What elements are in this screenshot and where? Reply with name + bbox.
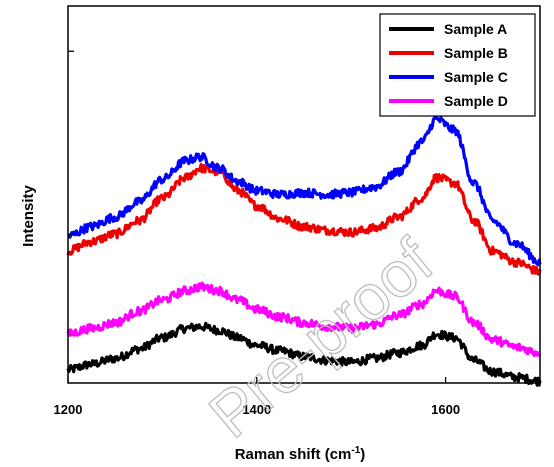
x-tick-label: 1200 [54, 402, 83, 417]
legend-label-sample-c: Sample C [444, 69, 508, 85]
series-line-sample-d [66, 281, 542, 358]
x-tick-label: 1400 [242, 402, 271, 417]
series-line-sample-c [67, 115, 542, 267]
legend-items: Sample A Sample B Sample C Sample D [389, 21, 508, 109]
series-layer [66, 115, 542, 387]
legend-label-sample-a: Sample A [444, 21, 507, 37]
legend-label-sample-d: Sample D [444, 93, 508, 109]
x-tick-label: 1600 [431, 402, 460, 417]
series-line-sample-b [66, 163, 542, 276]
plot-frame [67, 5, 541, 384]
series-line-sample-a [66, 321, 542, 387]
legend: Sample A Sample B Sample C Sample D [379, 13, 536, 117]
x-axis-title: Raman shift (cm-1) [235, 445, 366, 463]
y-axis-title: Intensity [20, 185, 37, 247]
tick-layer: 1200 1400 1600 [54, 50, 460, 417]
legend-label-sample-b: Sample B [444, 45, 508, 61]
